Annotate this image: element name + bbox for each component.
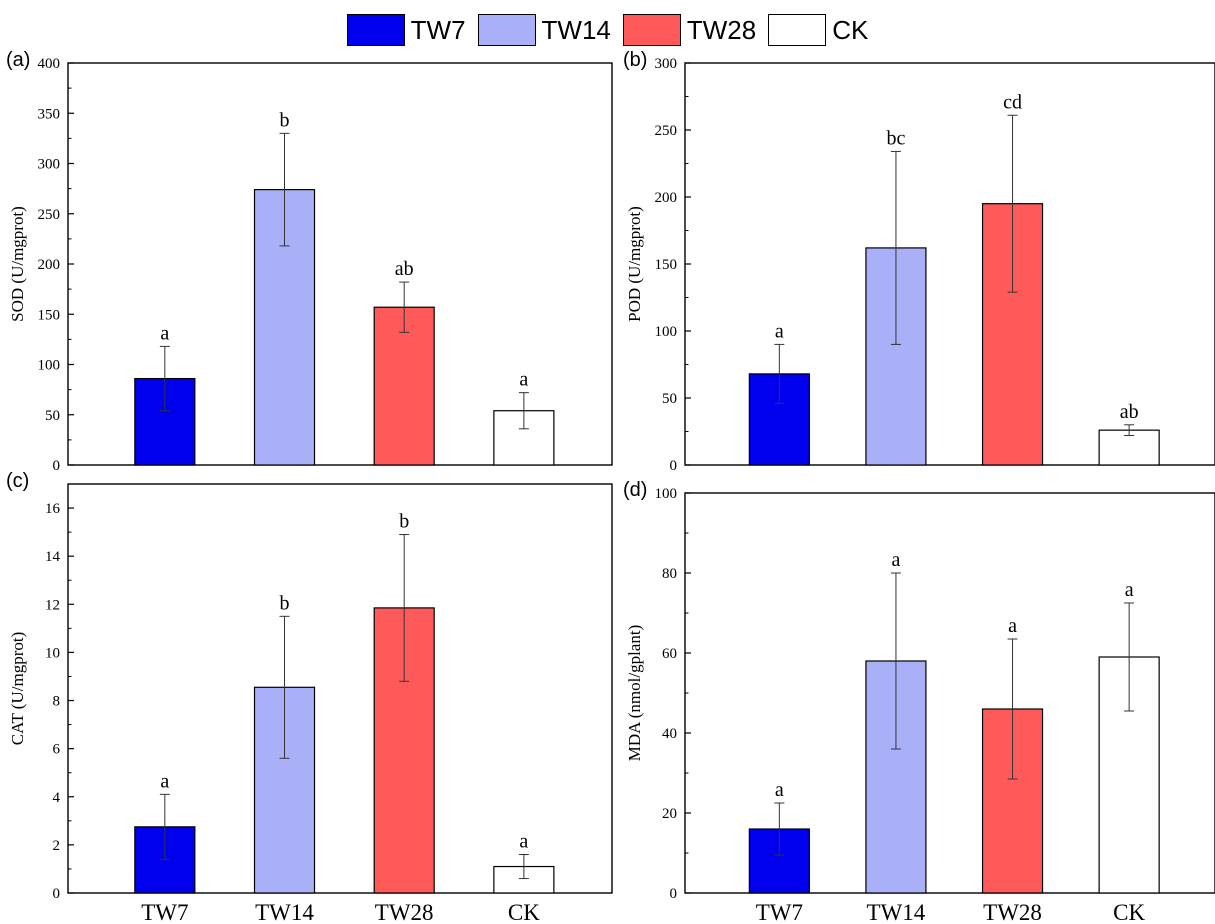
legend-item-tw7: TW7 [346, 14, 466, 46]
legend-item-ck: CK [768, 14, 868, 46]
panel-label: (b) [623, 49, 647, 71]
legend-label: TW7 [410, 14, 466, 45]
panel-label: (c) [6, 470, 29, 492]
panel-label: (d) [623, 479, 647, 501]
y-tick-label: 40 [662, 726, 677, 742]
x-tick-label: TW28 [983, 900, 1042, 924]
x-tick-label: CK [1113, 900, 1145, 924]
y-axis-label: CAT (U/mgprot) [8, 632, 27, 746]
y-tick-label: 300 [38, 157, 61, 173]
y-tick-label: 250 [38, 207, 61, 223]
x-tick-label: TW14 [867, 900, 926, 924]
y-tick-label: 12 [45, 597, 60, 613]
legend-label: TW28 [686, 14, 757, 45]
y-axis-label: SOD (U/mgprot) [8, 206, 27, 322]
legend-item-tw14: TW14 [477, 14, 611, 46]
significance-label: b [399, 511, 409, 533]
legend-swatch [768, 14, 827, 46]
y-tick-label: 20 [662, 806, 677, 822]
y-axis-label: MDA (nmol/gplant) [625, 625, 644, 761]
significance-label: bc [886, 127, 905, 149]
significance-label: ab [1120, 401, 1139, 423]
significance-label: a [519, 369, 528, 391]
significance-label: a [1125, 579, 1134, 601]
y-tick-label: 100 [655, 486, 678, 502]
y-tick-label: 10 [45, 645, 60, 661]
legend-swatch [346, 14, 405, 46]
x-tick-label: TW7 [141, 900, 188, 924]
y-tick-label: 350 [38, 106, 61, 122]
significance-label: a [1008, 615, 1017, 637]
y-tick-label: 60 [662, 646, 677, 662]
y-tick-label: 0 [670, 458, 678, 474]
significance-label: a [775, 320, 784, 342]
y-tick-label: 14 [45, 549, 61, 565]
significance-label: ab [395, 258, 414, 280]
y-tick-label: 80 [662, 566, 677, 582]
y-tick-label: 16 [45, 501, 61, 517]
legend: TW7 TW14 TW28 CK [0, 8, 1215, 52]
significance-label: cd [1003, 91, 1022, 113]
x-tick-label: TW14 [255, 900, 314, 924]
y-tick-label: 0 [53, 886, 61, 902]
y-tick-label: 200 [38, 257, 61, 273]
y-tick-label: 2 [53, 838, 61, 854]
panel-label: (a) [6, 49, 30, 71]
legend-label: TW14 [541, 14, 611, 45]
y-tick-label: 50 [662, 391, 677, 407]
y-tick-label: 300 [655, 56, 678, 72]
y-tick-label: 150 [655, 257, 678, 273]
bar [373, 306, 435, 466]
y-tick-label: 250 [655, 123, 678, 139]
legend-item-tw28: TW28 [622, 14, 757, 46]
y-tick-label: 100 [655, 324, 678, 340]
chart-panel-c: 0 2 4 6 8 10 12 14 16 CAT (U/mgprot) (c) a TW7 b TW14 b… [6, 470, 613, 924]
x-tick-label: TW28 [375, 900, 434, 924]
x-tick-label: CK [508, 900, 540, 924]
x-tick-label: TW7 [756, 900, 803, 924]
significance-label: a [775, 779, 784, 801]
y-tick-label: 0 [53, 458, 61, 474]
y-tick-label: 400 [38, 56, 61, 72]
y-tick-label: 150 [38, 307, 61, 323]
y-tick-label: 200 [655, 190, 678, 206]
chart-panel-a: 0 50 100 150 200 250 300 350 400 SOD (U/mgprot) (a… [6, 49, 613, 474]
legend-swatch [477, 14, 536, 46]
significance-label: a [891, 549, 900, 571]
chart-panel-b: 0 50 100 150 200 250 300 POD (U/mgprot) (b) a bc cd… [623, 49, 1215, 474]
y-tick-label: 4 [53, 790, 61, 806]
legend-label: CK [832, 14, 869, 45]
significance-label: a [160, 322, 169, 344]
plot-frame [67, 483, 613, 894]
y-axis-label: POD (U/mgprot) [625, 206, 644, 322]
y-tick-label: 100 [38, 358, 61, 374]
y-tick-label: 50 [45, 408, 60, 424]
y-tick-label: 0 [670, 886, 678, 902]
y-tick-label: 8 [53, 694, 61, 710]
significance-label: a [519, 831, 528, 853]
chart-panel-d: 0 20 40 60 80 100 MDA (nmol/gplant) (d) a TW7 a TW1… [623, 479, 1215, 924]
y-tick-label: 6 [53, 742, 61, 758]
significance-label: b [280, 592, 290, 614]
significance-label: b [280, 109, 290, 131]
legend-swatch [622, 14, 681, 46]
significance-label: a [160, 770, 169, 792]
